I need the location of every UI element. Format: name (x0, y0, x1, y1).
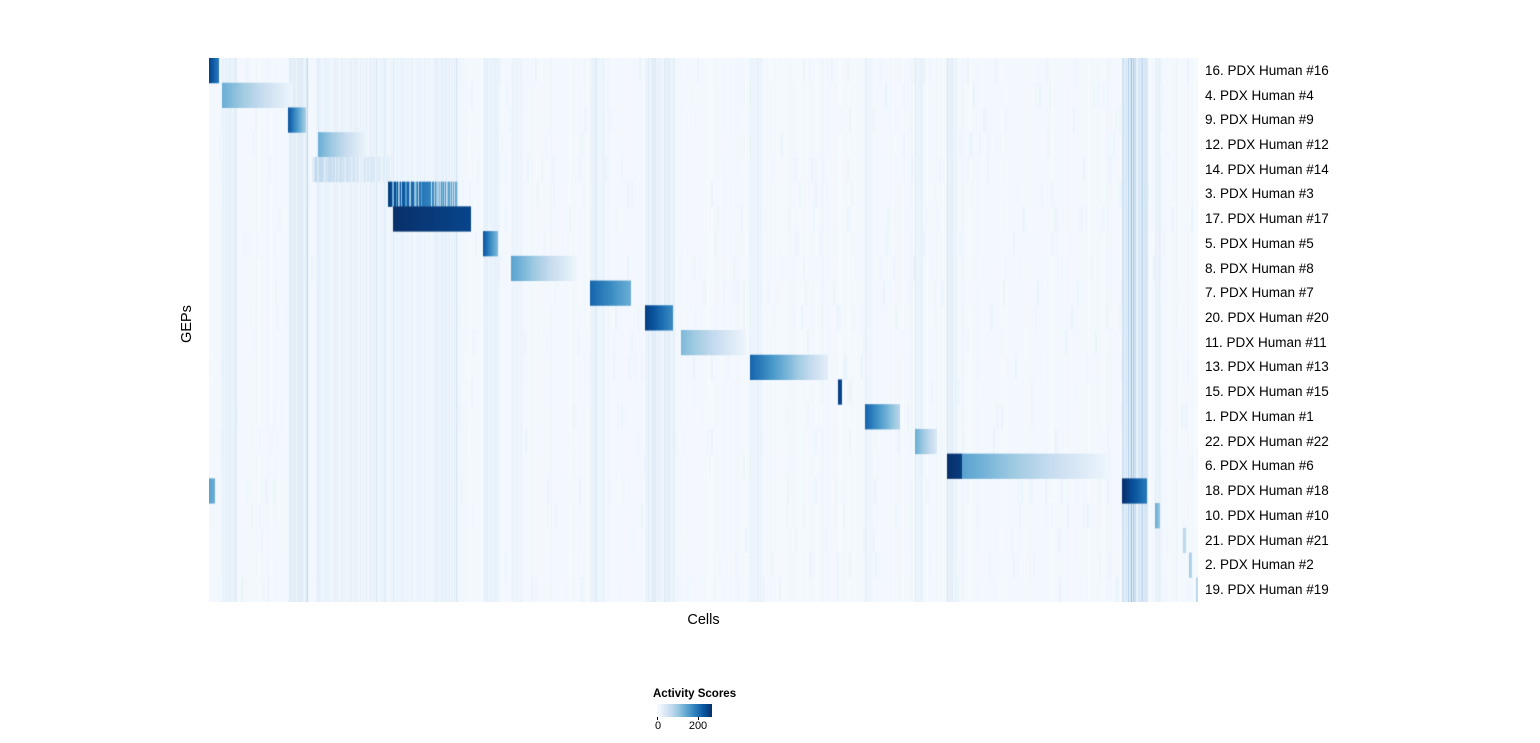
row-labels: 16. PDX Human #16 4. PDX Human #4 9. PDX H… (1205, 58, 1329, 602)
heatmap-canvas (209, 58, 1198, 602)
row-label: 20. PDX Human #20 (1205, 310, 1329, 326)
row-label: 21. PDX Human #21 (1205, 532, 1329, 548)
legend-tick-min (657, 717, 658, 720)
y-axis-label: GEPs (179, 305, 195, 343)
row-label: 12. PDX Human #12 (1205, 137, 1329, 153)
legend-colorbar-wrap (657, 704, 712, 720)
legend-title: Activity Scores (653, 688, 737, 700)
row-label: 7. PDX Human #7 (1205, 285, 1314, 301)
row-label: 8. PDX Human #8 (1205, 260, 1314, 276)
row-label: 19. PDX Human #19 (1205, 581, 1329, 597)
row-label: 6. PDX Human #6 (1205, 458, 1314, 474)
row-label: 1. PDX Human #1 (1205, 408, 1314, 424)
row-label: 5. PDX Human #5 (1205, 235, 1314, 251)
legend-tick-label-min: 0 (654, 720, 662, 732)
legend: Activity Scores 0 200 (653, 688, 743, 734)
legend-colorbar (657, 704, 712, 717)
row-label: 18. PDX Human #18 (1205, 483, 1329, 499)
row-label: 13. PDX Human #13 (1205, 359, 1329, 375)
row-label: 2. PDX Human #2 (1205, 557, 1314, 573)
x-axis-label: Cells (687, 612, 720, 628)
row-label: 16. PDX Human #16 (1205, 62, 1329, 78)
legend-ticklabels: 0 200 (654, 720, 712, 734)
row-label: 17. PDX Human #17 (1205, 211, 1329, 227)
row-label: 4. PDX Human #4 (1205, 87, 1314, 103)
row-label: 3. PDX Human #3 (1205, 186, 1314, 202)
row-label: 22. PDX Human #22 (1205, 433, 1329, 449)
row-label: 11. PDX Human #11 (1205, 334, 1327, 350)
legend-tick-label-max: 200 (688, 720, 708, 732)
row-label: 10. PDX Human #10 (1205, 507, 1329, 523)
row-label: 14. PDX Human #14 (1205, 161, 1329, 177)
row-label: 15. PDX Human #15 (1205, 384, 1329, 400)
row-label: 9. PDX Human #9 (1205, 112, 1314, 128)
legend-tick-max (698, 717, 699, 720)
